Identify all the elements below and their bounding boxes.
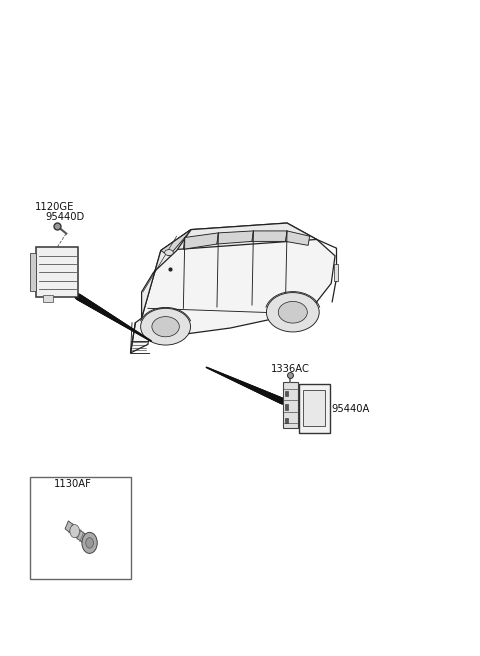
Bar [299, 384, 330, 433]
Bar [285, 391, 288, 396]
Polygon shape [131, 223, 335, 353]
Polygon shape [65, 521, 91, 547]
Bar [30, 253, 36, 291]
Text: 1130AF: 1130AF [54, 479, 92, 489]
Polygon shape [161, 230, 191, 256]
Text: 95440D: 95440D [46, 213, 85, 222]
Polygon shape [217, 231, 253, 244]
Bar [30, 477, 131, 579]
Polygon shape [183, 233, 218, 249]
Text: 1336AC: 1336AC [271, 364, 310, 374]
Polygon shape [252, 231, 287, 241]
Bar [36, 247, 78, 297]
Polygon shape [161, 223, 317, 251]
Circle shape [70, 525, 80, 538]
Polygon shape [286, 231, 310, 245]
Bar [283, 382, 298, 428]
Ellipse shape [266, 293, 319, 332]
Polygon shape [142, 230, 191, 318]
Ellipse shape [278, 301, 307, 323]
Bar [43, 295, 53, 302]
Bar [334, 264, 338, 281]
Bar [285, 419, 288, 424]
Circle shape [82, 533, 97, 554]
Bar [303, 390, 325, 426]
Ellipse shape [165, 249, 173, 255]
Text: 95440A: 95440A [331, 404, 370, 414]
Bar [285, 404, 288, 409]
Ellipse shape [141, 308, 191, 345]
Circle shape [86, 538, 94, 548]
Text: 1120GE: 1120GE [35, 202, 74, 212]
Ellipse shape [152, 317, 180, 337]
